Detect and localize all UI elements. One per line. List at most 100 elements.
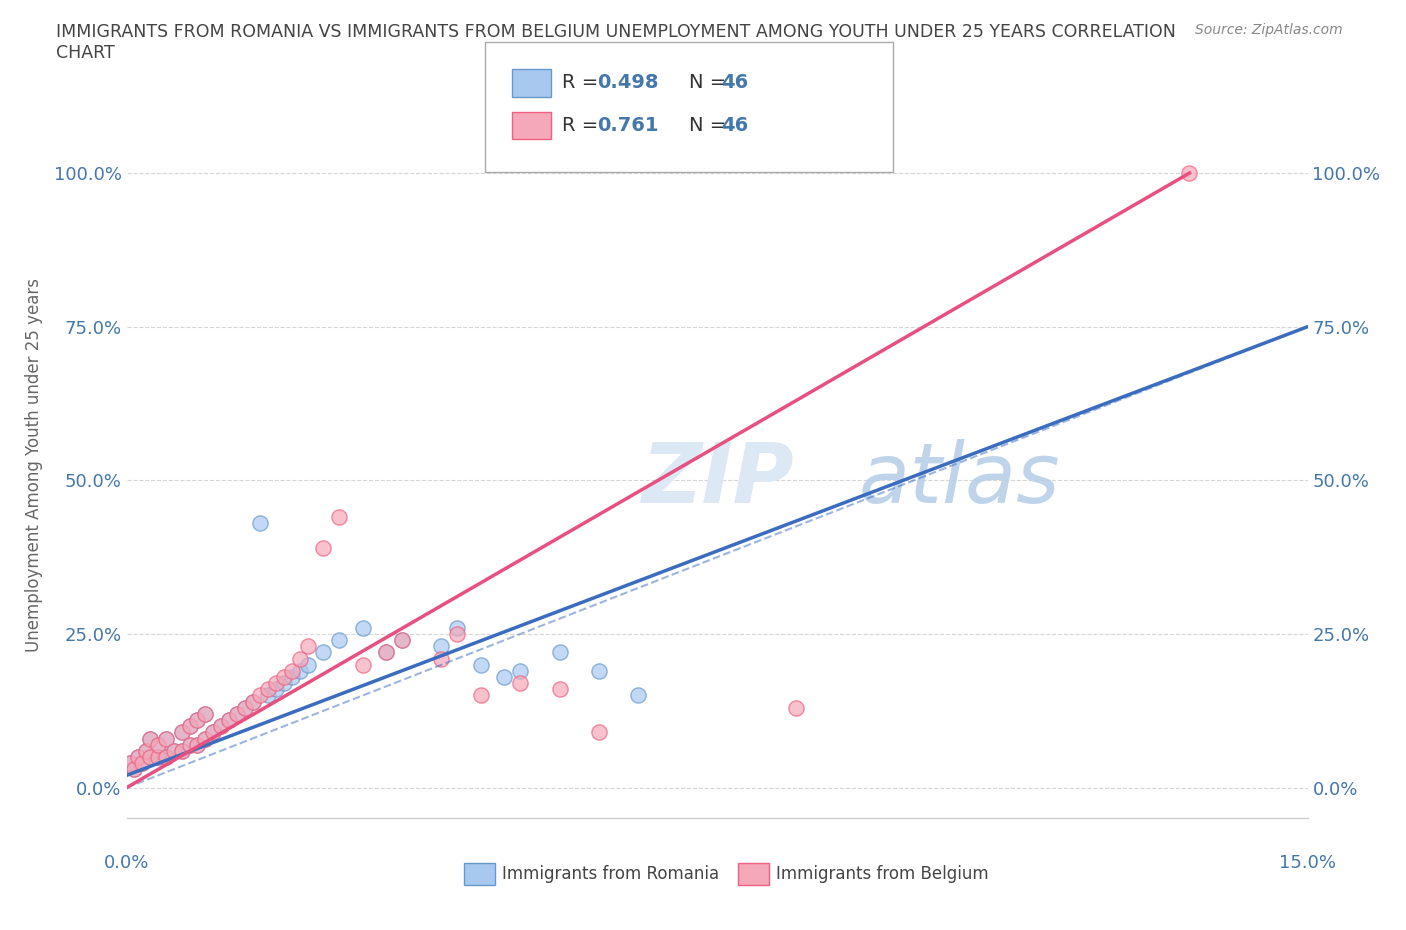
Text: 15.0%: 15.0% xyxy=(1279,854,1336,872)
Point xyxy=(155,731,177,746)
Text: N =: N = xyxy=(689,116,733,135)
Point xyxy=(163,743,186,758)
Point xyxy=(194,731,217,746)
Point xyxy=(430,639,453,654)
Point xyxy=(131,756,153,771)
Text: R =: R = xyxy=(562,73,605,92)
Point xyxy=(328,632,350,647)
Point xyxy=(446,620,468,635)
Point xyxy=(352,620,374,635)
Text: ZIP: ZIP xyxy=(641,439,793,520)
Text: 46: 46 xyxy=(721,116,748,135)
Point xyxy=(146,737,169,752)
Point xyxy=(281,663,304,678)
Point xyxy=(146,737,169,752)
Point xyxy=(328,510,350,525)
Point xyxy=(170,724,193,739)
Point xyxy=(120,756,142,771)
Point xyxy=(281,670,304,684)
Point xyxy=(509,663,531,678)
Point xyxy=(170,743,193,758)
Point xyxy=(548,645,571,660)
Point xyxy=(135,743,157,758)
Point xyxy=(194,731,217,746)
Point xyxy=(170,724,193,739)
Point xyxy=(209,719,232,734)
Point xyxy=(127,750,149,764)
Text: 0.498: 0.498 xyxy=(598,73,659,92)
Point xyxy=(194,707,217,722)
Point xyxy=(288,663,311,678)
Point xyxy=(233,700,256,715)
Point xyxy=(170,743,193,758)
Point xyxy=(139,731,162,746)
Text: 0.0%: 0.0% xyxy=(104,854,149,872)
Point xyxy=(588,663,610,678)
Point xyxy=(430,651,453,666)
Point xyxy=(257,682,280,697)
Point xyxy=(155,750,177,764)
Text: Immigrants from Romania: Immigrants from Romania xyxy=(502,865,718,884)
Point xyxy=(446,627,468,642)
Point xyxy=(312,540,335,555)
Point xyxy=(233,700,256,715)
Point xyxy=(509,676,531,691)
Point xyxy=(225,707,247,722)
Point xyxy=(186,712,208,727)
Point xyxy=(375,645,398,660)
Point xyxy=(470,658,492,672)
Point xyxy=(264,676,287,691)
Point xyxy=(494,670,516,684)
Point xyxy=(273,670,295,684)
Point xyxy=(249,688,271,703)
Text: N =: N = xyxy=(689,73,733,92)
Point xyxy=(202,724,225,739)
Point xyxy=(146,750,169,764)
Point xyxy=(135,743,157,758)
Point xyxy=(273,676,295,691)
Point xyxy=(139,750,162,764)
Point xyxy=(352,658,374,672)
Point xyxy=(155,731,177,746)
Point xyxy=(179,719,201,734)
Point xyxy=(155,750,177,764)
Point xyxy=(186,712,208,727)
Point xyxy=(179,719,201,734)
Text: 0.761: 0.761 xyxy=(598,116,659,135)
Text: R =: R = xyxy=(562,116,605,135)
Point xyxy=(179,737,201,752)
Point xyxy=(288,651,311,666)
Point xyxy=(1178,166,1201,180)
Point xyxy=(391,632,413,647)
Point xyxy=(139,750,162,764)
Point xyxy=(257,688,280,703)
Point xyxy=(391,632,413,647)
Point xyxy=(548,682,571,697)
Point xyxy=(202,724,225,739)
Text: Source: ZipAtlas.com: Source: ZipAtlas.com xyxy=(1195,23,1343,37)
Point xyxy=(312,645,335,660)
Point xyxy=(297,639,319,654)
Point xyxy=(264,682,287,697)
Point xyxy=(186,737,208,752)
Text: 46: 46 xyxy=(721,73,748,92)
Point xyxy=(194,707,217,722)
Point xyxy=(225,707,247,722)
Point xyxy=(186,737,208,752)
Point xyxy=(249,516,271,531)
Point xyxy=(124,762,146,777)
Point xyxy=(131,756,153,771)
Point xyxy=(127,750,149,764)
Point xyxy=(470,688,492,703)
Text: Immigrants from Belgium: Immigrants from Belgium xyxy=(776,865,988,884)
Point xyxy=(124,762,146,777)
Point xyxy=(218,712,240,727)
Point xyxy=(209,719,232,734)
Point xyxy=(375,645,398,660)
Point xyxy=(179,737,201,752)
Point xyxy=(297,658,319,672)
Text: atlas: atlas xyxy=(859,439,1060,520)
Point xyxy=(139,731,162,746)
Point xyxy=(163,743,186,758)
Point xyxy=(242,694,264,709)
